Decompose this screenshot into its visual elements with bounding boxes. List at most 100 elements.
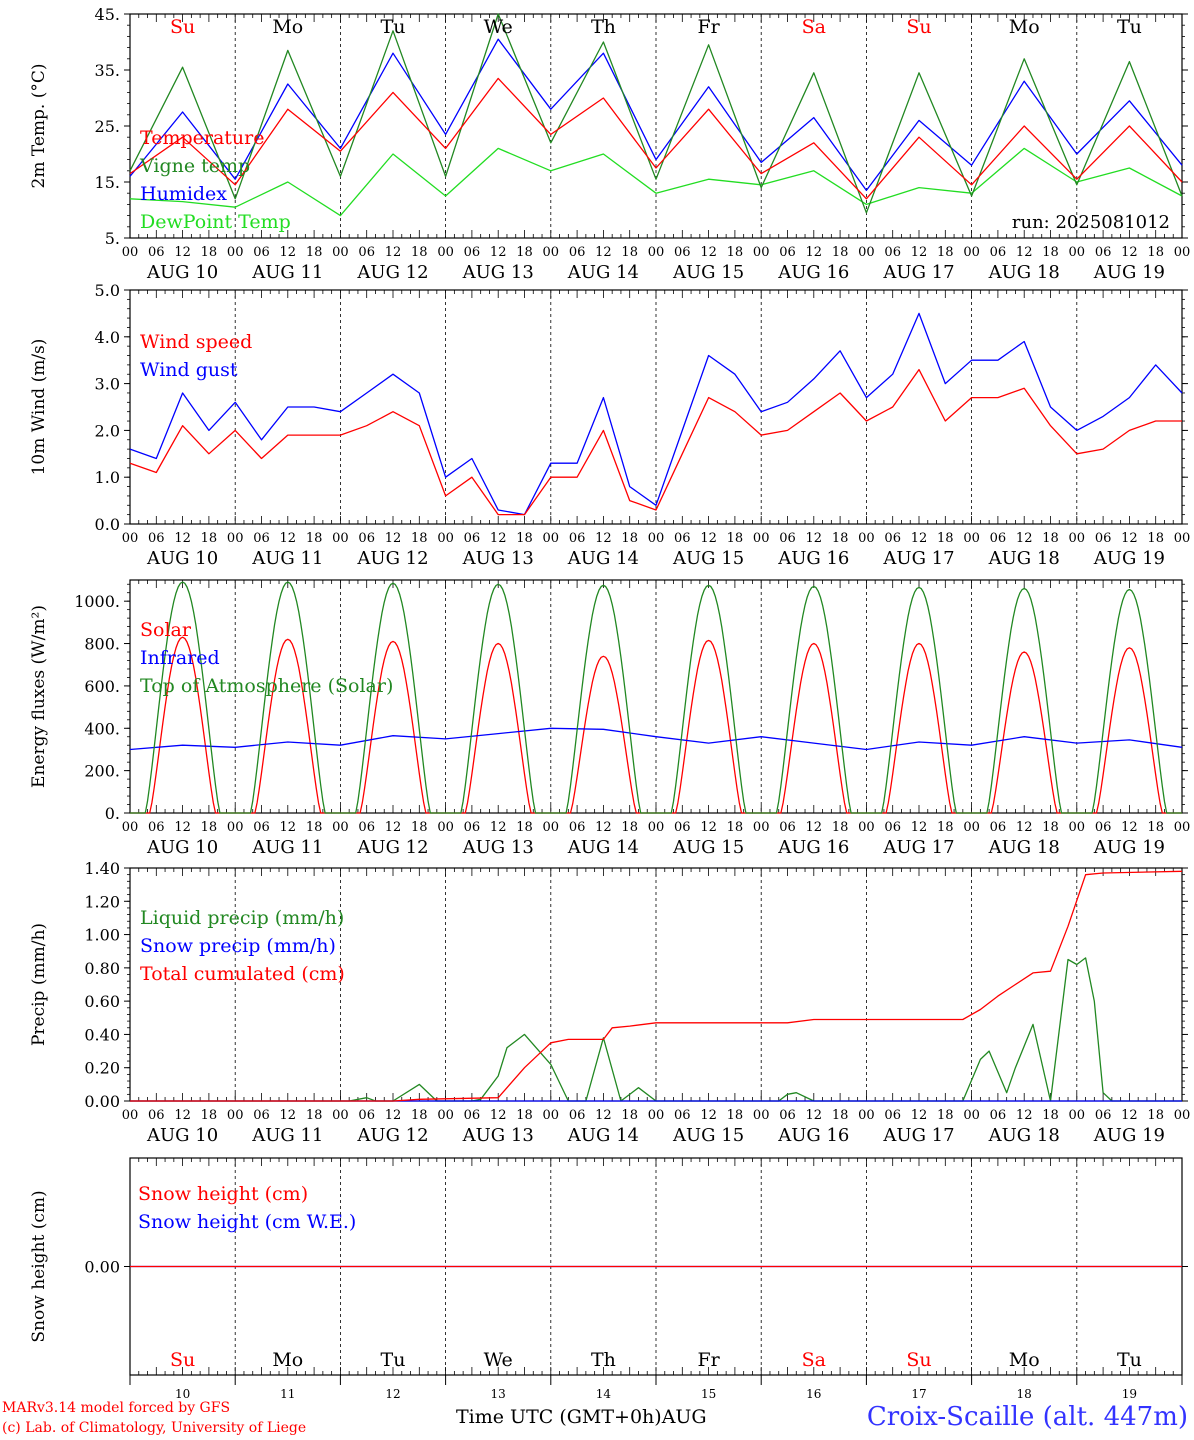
x-hour-label: 06 xyxy=(884,245,901,260)
x-hour-label: 00 xyxy=(963,1108,980,1123)
x-hour-label: 06 xyxy=(358,245,375,260)
x-hour-label: 00 xyxy=(1174,245,1191,260)
x-hour-label: 06 xyxy=(148,245,165,260)
y-tick-label: 15. xyxy=(95,173,120,192)
x-hour-label: 06 xyxy=(990,245,1007,260)
x-date-label: AUG 18 xyxy=(988,548,1060,569)
x-hour-label: 00 xyxy=(437,1108,454,1123)
x-hour-label: 06 xyxy=(674,1108,691,1123)
x-hour-label: 12 xyxy=(700,820,717,835)
x-hour-label: 00 xyxy=(1069,820,1086,835)
x-hour-label: 00 xyxy=(648,245,665,260)
y-tick-label: 3.0 xyxy=(95,375,120,394)
legend-entry: Total cumulated (cm) xyxy=(140,963,345,985)
y-tick-label: 0.80 xyxy=(84,959,120,978)
x-hour-label: 00 xyxy=(753,1108,770,1123)
x-hour-label: 12 xyxy=(700,531,717,546)
x-hour-label: 06 xyxy=(1095,531,1112,546)
day-name-bottom: Th xyxy=(591,1349,616,1371)
x-hour-label: 12 xyxy=(806,820,823,835)
day-name-bottom: Sa xyxy=(802,1349,826,1371)
y-tick-label: 25. xyxy=(95,117,120,136)
x-hour-label: 06 xyxy=(990,1108,1007,1123)
x-hour-label: 12 xyxy=(806,1108,823,1123)
x-hour-label: 06 xyxy=(464,531,481,546)
x-hour-label: 18 xyxy=(201,531,218,546)
x-hour-label: 06 xyxy=(884,1108,901,1123)
x-hour-label: 18 xyxy=(516,820,533,835)
x-hour-label: 06 xyxy=(358,531,375,546)
x-date-label: AUG 17 xyxy=(882,548,954,569)
x-hour-label: 00 xyxy=(1069,245,1086,260)
x-hour-label: 18 xyxy=(306,531,323,546)
x-hour-label: 00 xyxy=(227,531,244,546)
x-date-label: AUG 11 xyxy=(251,1125,323,1146)
x-hour-label: 12 xyxy=(595,1108,612,1123)
x-hour-label: 06 xyxy=(779,245,796,260)
x-hour-label: 12 xyxy=(1121,1108,1138,1123)
day-number: 14 xyxy=(596,1387,612,1401)
x-hour-label: 12 xyxy=(595,531,612,546)
x-hour-label: 06 xyxy=(253,1108,270,1123)
x-date-label: AUG 13 xyxy=(462,837,534,858)
x-hour-label: 18 xyxy=(937,245,954,260)
y-axis-label: 10m Wind (m/s) xyxy=(29,339,49,476)
x-hour-label: 00 xyxy=(648,820,665,835)
x-hour-label: 00 xyxy=(858,1108,875,1123)
x-hour-label: 18 xyxy=(516,1108,533,1123)
x-date-label: AUG 19 xyxy=(1093,262,1165,283)
x-hour-label: 18 xyxy=(937,820,954,835)
x-hour-label: 06 xyxy=(358,820,375,835)
x-date-label: AUG 14 xyxy=(567,1125,639,1146)
x-date-label: AUG 10 xyxy=(146,548,218,569)
x-hour-label: 18 xyxy=(516,245,533,260)
lab-credit: (c) Lab. of Climatology, University of L… xyxy=(2,1420,307,1436)
day-name-top: Mo xyxy=(272,16,303,38)
x-hour-label: 06 xyxy=(464,1108,481,1123)
x-hour-label: 12 xyxy=(490,531,507,546)
x-hour-label: 12 xyxy=(911,245,928,260)
x-hour-label: 18 xyxy=(411,820,428,835)
legend-entry: Snow precip (mm/h) xyxy=(140,935,336,957)
y-tick-label: 800. xyxy=(84,635,120,654)
legend-entry: Vigne temp xyxy=(139,155,250,177)
x-hour-label: 06 xyxy=(674,245,691,260)
x-date-label: AUG 15 xyxy=(672,262,744,283)
x-hour-label: 00 xyxy=(963,820,980,835)
y-tick-label: 0.0 xyxy=(95,515,120,534)
x-hour-label: 12 xyxy=(490,1108,507,1123)
x-hour-label: 06 xyxy=(884,531,901,546)
x-hour-label: 00 xyxy=(963,245,980,260)
y-axis-label: Snow height (cm) xyxy=(29,1190,49,1342)
x-hour-label: 00 xyxy=(648,1108,665,1123)
x-hour-label: 00 xyxy=(753,531,770,546)
x-date-label: AUG 15 xyxy=(672,548,744,569)
series-total-cumulated-cm xyxy=(130,870,1183,1102)
x-hour-label: 18 xyxy=(727,531,744,546)
x-date-label: AUG 16 xyxy=(777,837,849,858)
x-date-label: AUG 15 xyxy=(672,837,744,858)
series-wind-speed xyxy=(129,368,1182,516)
x-hour-label: 06 xyxy=(569,820,586,835)
x-hour-label: 00 xyxy=(1069,531,1086,546)
x-hour-label: 18 xyxy=(832,820,849,835)
x-date-label: AUG 17 xyxy=(882,1125,954,1146)
x-date-label: AUG 11 xyxy=(251,262,323,283)
x-hour-label: 00 xyxy=(963,531,980,546)
y-tick-label: 1.40 xyxy=(84,859,120,878)
day-name-top: Th xyxy=(591,16,616,38)
y-tick-label: 1.00 xyxy=(84,926,120,945)
series-top-of-atmosphere-solar xyxy=(130,581,1182,814)
day-number: 12 xyxy=(385,1387,400,1401)
x-hour-label: 12 xyxy=(806,245,823,260)
x-hour-label: 12 xyxy=(1121,820,1138,835)
x-hour-label: 12 xyxy=(700,1108,717,1123)
day-name-top: Sa xyxy=(802,16,826,38)
x-date-label: AUG 13 xyxy=(462,548,534,569)
day-name-bottom: Fr xyxy=(697,1349,720,1371)
legend-entry: Wind speed xyxy=(140,331,252,353)
x-hour-label: 00 xyxy=(227,820,244,835)
x-hour-label: 12 xyxy=(280,531,297,546)
x-hour-label: 06 xyxy=(464,245,481,260)
